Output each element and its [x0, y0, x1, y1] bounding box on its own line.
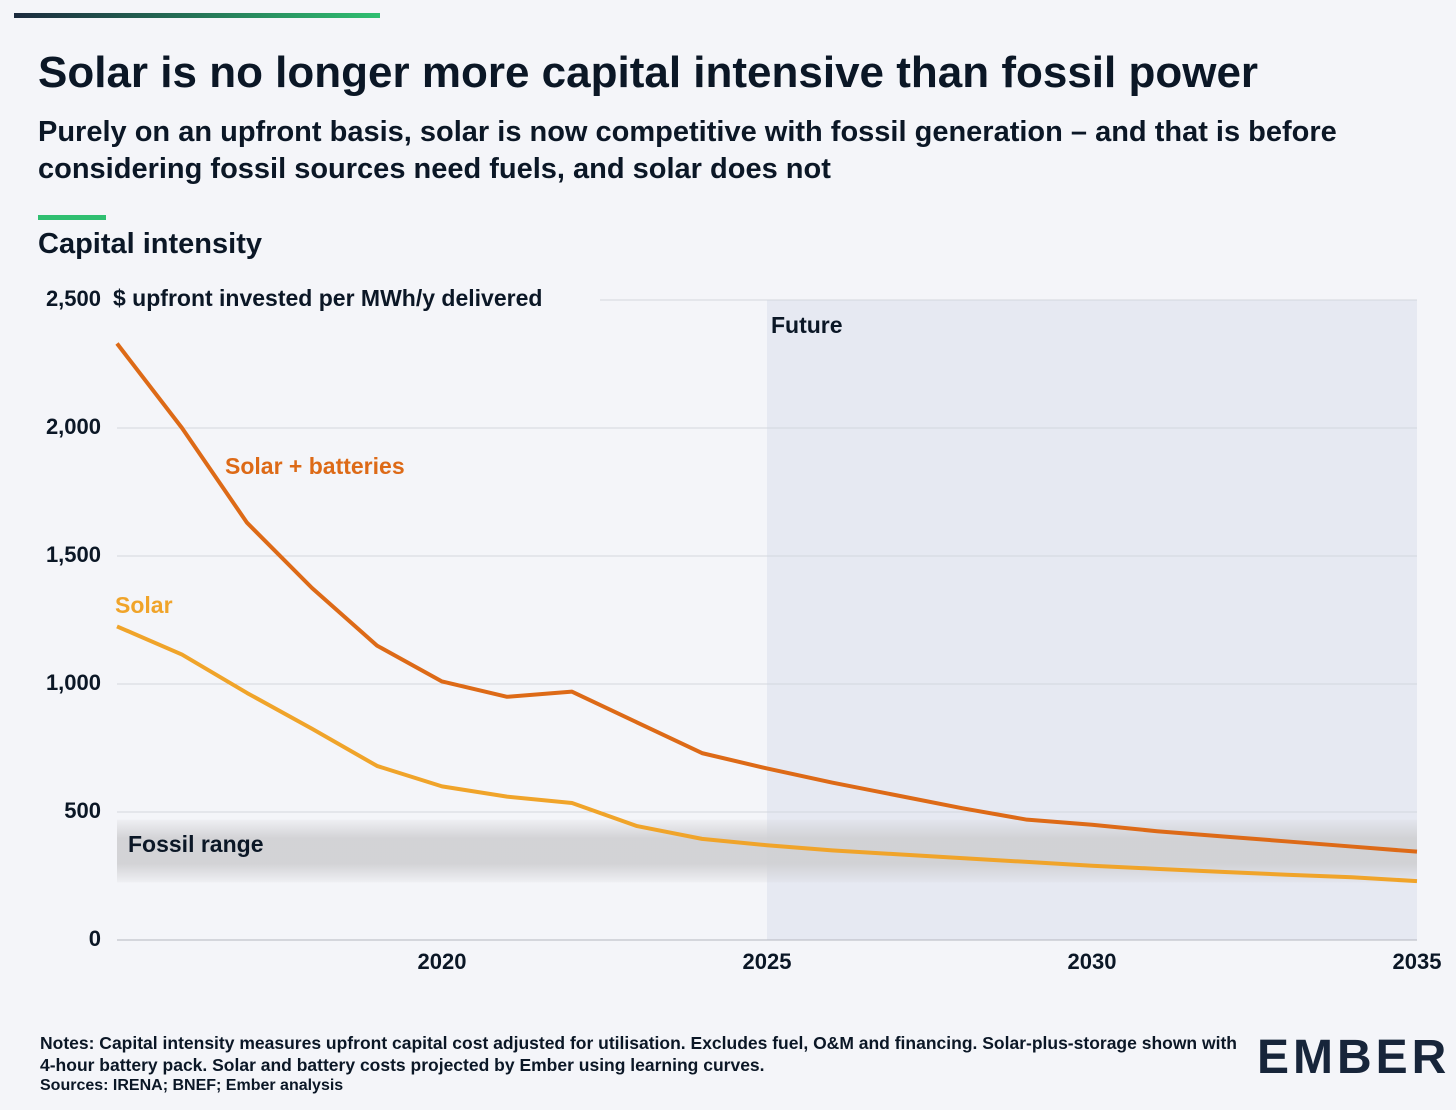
future-label: Future [771, 312, 843, 338]
logo: EMBER [1257, 1031, 1451, 1084]
fossil-range-label: Fossil range [128, 831, 263, 857]
y-tick-label: 1,000 [46, 670, 101, 695]
title: Solar is no longer more capital intensiv… [38, 48, 1259, 97]
chart: Future 0 500 1,000 1,500 2,000 2,500 $ upfront … [46, 285, 1442, 974]
y-tick-label: 2,000 [46, 414, 101, 439]
x-tick-label: 2025 [743, 949, 792, 974]
x-tick-label: 2035 [1393, 949, 1442, 974]
y-tick-label: 0 [89, 926, 101, 951]
sources: Sources: IRENA; BNEF; Ember analysis [40, 1077, 344, 1094]
y-tick-label: 2,500 [46, 286, 101, 311]
series-label: Solar [115, 592, 173, 618]
section-accent [38, 215, 106, 220]
y-axis-label: $ upfront invested per MWh/y delivered [113, 285, 542, 311]
series-line [115, 342, 1418, 854]
subtitle: Purely on an upfront basis, solar is now… [38, 116, 1337, 185]
notes: Notes: Capital intensity measures upfron… [40, 1033, 1237, 1075]
y-tick-label: 1,500 [46, 542, 101, 567]
series-line [116, 624, 1418, 884]
y-tick-label: 500 [64, 798, 101, 823]
section-title: Capital intensity [38, 228, 262, 260]
top-accent [14, 13, 380, 18]
x-tick-label: 2030 [1068, 949, 1117, 974]
series-label: Solar + batteries [225, 453, 405, 479]
x-tick-label: 2020 [418, 949, 467, 974]
